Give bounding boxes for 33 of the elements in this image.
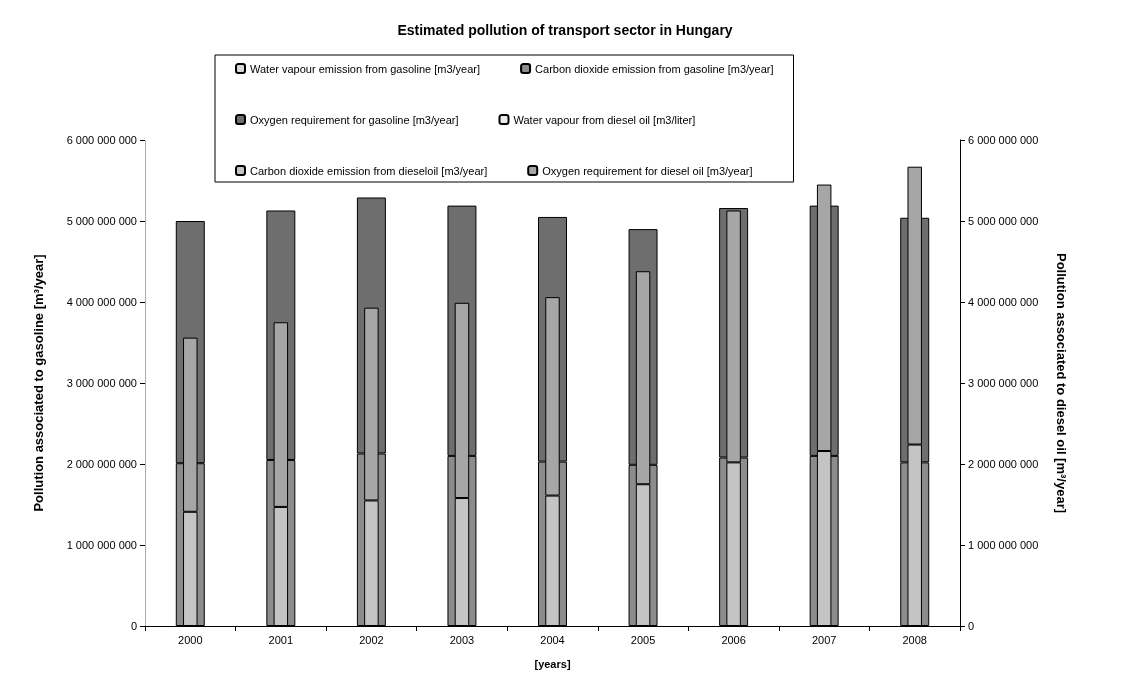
y-tick-label: 5 000 000 000	[66, 215, 137, 227]
y2-tick-label: 2 000 000 000	[968, 458, 1039, 470]
y-tick-label: 6 000 000 000	[66, 134, 137, 146]
x-tick-label: 2006	[721, 633, 746, 646]
y2-tick-label: 4 000 000 000	[968, 296, 1039, 308]
legend-label: Oxygen requirement for diesel oil [m3/year]	[542, 164, 753, 177]
y2-tick-label: 0	[968, 620, 975, 632]
y2-axis-title: Pollution associated to diesel oil [m³/year]	[1054, 252, 1069, 514]
legend-label: Water vapour from diesel oil [m3/liter]	[513, 113, 696, 126]
y2-tick-label: 6 000 000 000	[968, 134, 1039, 146]
y-tick-label: 1 000 000 000	[66, 539, 137, 551]
y-tick-label: 0	[130, 620, 137, 632]
x-tick-label: 2000	[178, 633, 203, 646]
x-tick-label: 2002	[359, 633, 384, 646]
x-tick-label: 2003	[449, 633, 475, 646]
x-tick-label: 2005	[630, 633, 656, 646]
y-tick-label: 4 000 000 000	[66, 296, 137, 308]
y-tick-label: 2 000 000 000	[66, 458, 137, 470]
y2-tick-label: 1 000 000 000	[968, 539, 1039, 551]
legend-label: Water vapour emission from gasoline [m3/year]	[250, 62, 481, 75]
y-tick-label: 3 000 000 000	[66, 377, 137, 389]
x-tick-label: 2008	[902, 633, 927, 646]
x-tick-label: 2001	[268, 633, 294, 646]
legend-label: Carbon dioxide emission from gasoline [m3/year]	[535, 62, 774, 75]
x-tick-label: 2007	[811, 633, 837, 646]
x-axis-title: [years]	[534, 657, 571, 670]
legend-label: Oxygen requirement for gasoline [m3/year]	[250, 113, 459, 126]
y-axis-title: Pollution associated to gasoline [m³/year]	[31, 254, 46, 512]
legend-label: Carbon dioxide emission from dieseloil [m3/year]	[250, 164, 488, 177]
y2-tick-label: 5 000 000 000	[968, 215, 1039, 227]
chart-title: Estimated pollution of transport sector in Hungary	[397, 22, 733, 38]
y2-tick-label: 3 000 000 000	[968, 377, 1039, 389]
x-tick-label: 2004	[540, 633, 565, 646]
